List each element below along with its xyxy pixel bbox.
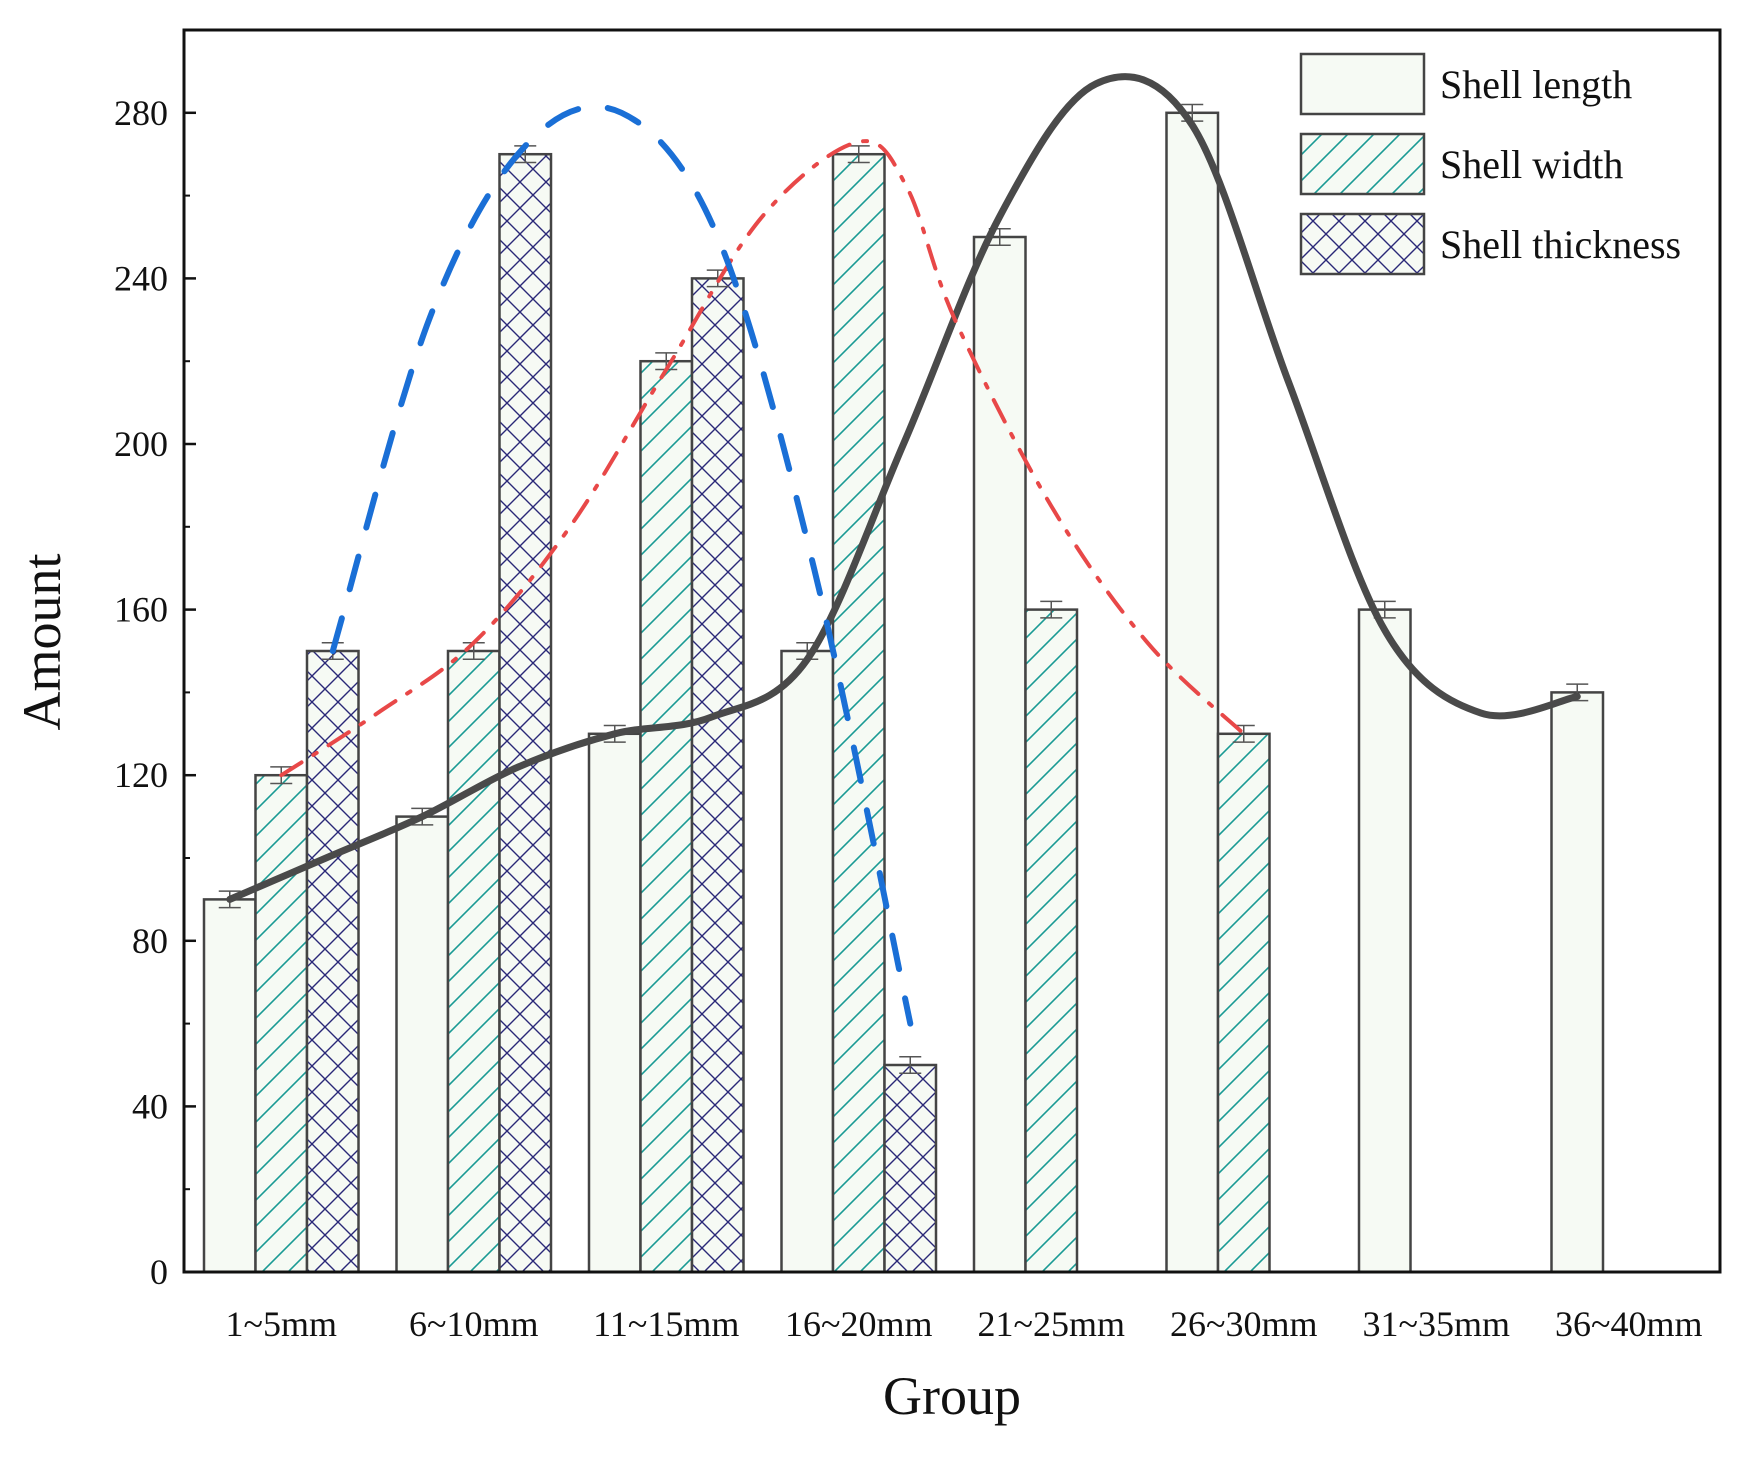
legend-label: Shell thickness [1440,222,1681,267]
x-tick-label: 16~20mm [785,1304,932,1344]
y-tick-label: 240 [114,258,168,298]
bar-shell-thickness-2 [690,277,745,1274]
error-bar-2-3 [899,1055,922,1075]
bar-shell-length-3 [780,649,835,1274]
legend-swatch-0 [1299,52,1426,116]
x-tick-label: 1~5mm [226,1304,337,1344]
bar-shell-thickness-1 [498,152,553,1274]
bar-shell-length-1 [395,815,450,1274]
y-tick-label: 120 [114,755,168,795]
x-tick-label: 11~15mm [593,1304,739,1344]
x-tick-label: 21~25mm [978,1304,1125,1344]
bar-shell-width-2 [639,359,694,1274]
axes-layer: 0 40 80 120 160 200 240 280 1~5mm 6~10mm 11~15mm 16… [114,28,1722,1344]
x-axis-title: Group [883,1366,1021,1426]
y-tick-label: 40 [132,1086,168,1126]
bars-layer [202,103,1605,1274]
fit-curve-shell-thickness [329,103,914,1027]
x-tick-label: 36~40mm [1555,1304,1702,1344]
legend-label: Shell width [1440,142,1623,187]
legend-swatch-2 [1299,212,1426,276]
y-tick-label: 80 [132,921,168,961]
bar-shell-width-0 [254,773,309,1274]
bar-shell-width-5 [1216,732,1271,1274]
bar-shell-thickness-3 [883,1063,938,1274]
bar-shell-length-5 [1165,111,1220,1274]
error-bar-1-4 [1040,600,1063,619]
bar-shell-length-4 [972,235,1027,1274]
curves-layer [226,73,1581,1027]
bar-shell-length-2 [587,732,642,1274]
plot-frame [182,28,1722,1274]
legend-label: Shell length [1440,62,1632,107]
y-tick-label: 0 [150,1252,168,1292]
bar-shell-length-0 [202,898,257,1274]
legend-swatch-1 [1299,132,1426,196]
error-bar-1-3 [847,145,870,164]
bar-shell-width-1 [446,649,501,1274]
x-tick-label: 26~30mm [1170,1304,1317,1344]
y-tick-label: 280 [114,93,168,133]
x-tick-label: 6~10mm [409,1304,538,1344]
y-tick-label: 200 [114,424,168,464]
legend: Shell length Shell width Shell thickness [1299,52,1681,276]
y-axis-title: Amount [12,553,72,730]
x-tick-label: 31~35mm [1363,1304,1510,1344]
bar-shell-width-4 [1024,608,1079,1274]
bar-shell-width-3 [831,152,886,1274]
fit-curve-shell-width [279,139,1246,778]
bar-shell-length-7 [1550,691,1605,1274]
y-tick-label: 160 [114,590,168,630]
bar-shell-length-6 [1357,608,1412,1274]
fit-curve-shell-length [226,73,1581,903]
